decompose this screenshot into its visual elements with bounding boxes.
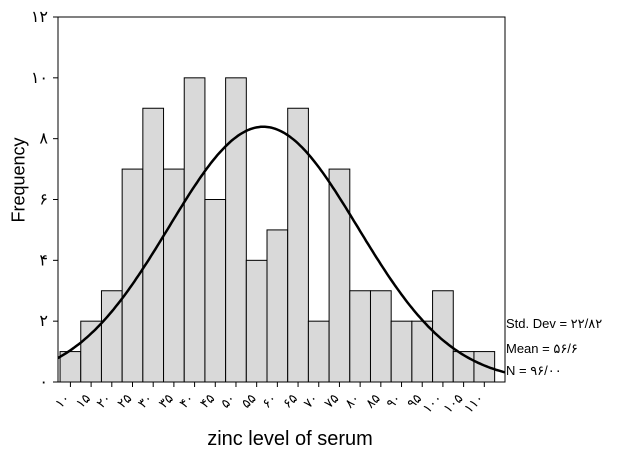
- histogram-bar: [225, 77, 247, 383]
- x-tick-label: ۲۰: [93, 391, 113, 411]
- y-axis-title: Frequency: [8, 137, 29, 223]
- histogram-bar: [163, 168, 185, 383]
- x-axis-title: zinc level of serum: [207, 428, 373, 450]
- histogram-bar: [204, 199, 227, 383]
- x-tick-label: ۹۰: [383, 391, 403, 411]
- histogram-bar: [390, 320, 413, 383]
- stats-mean: Mean = ۵۶/۶: [506, 341, 578, 356]
- y-tick-label: ۶: [39, 192, 48, 209]
- histogram-bar: [80, 320, 102, 383]
- y-tick-label: ۲: [39, 313, 48, 330]
- normal-curve: [57, 125, 506, 374]
- y-tick-label: ۸: [39, 131, 48, 148]
- y-tick-label: ۱۰: [31, 70, 48, 87]
- histogram-bar: [432, 290, 454, 383]
- histogram-bar: [411, 320, 434, 383]
- histogram-bar: [183, 77, 206, 383]
- histogram-bar: [328, 168, 351, 383]
- x-tick-label: ۲۵: [114, 391, 134, 411]
- x-tick-label: ۶۰: [259, 391, 279, 411]
- stats-n: N = ۹۶/۰۰: [506, 363, 562, 378]
- histogram-bar: [266, 229, 289, 383]
- x-tick-label: ۸۰: [342, 391, 362, 411]
- x-tick-label: ۶۵: [280, 391, 300, 411]
- stats-std-dev: Std. Dev = ۲۲/۸۲: [506, 316, 603, 331]
- x-tick-label: ۳۰: [135, 391, 155, 411]
- x-tick-label: ۵۰: [218, 391, 238, 411]
- x-tick-label: ۱۱۰: [461, 391, 486, 416]
- x-tick-label: ۴۰: [176, 391, 196, 411]
- y-axis-title-box: Frequency: [4, 120, 34, 240]
- x-tick-label: ۱۵: [73, 391, 93, 411]
- y-tick-label: ۰: [39, 374, 48, 391]
- histogram-bar: [142, 107, 165, 383]
- x-tick-label: ۴۵: [197, 391, 217, 411]
- x-tick-label: ۷۰: [300, 391, 320, 411]
- x-tick-label: ۷۵: [321, 391, 341, 411]
- histogram-bar: [349, 290, 371, 383]
- x-tick-label: ۵۵: [238, 391, 258, 411]
- histogram-bar: [307, 320, 330, 383]
- y-tick-label: ۴: [39, 252, 48, 269]
- y-tick-label: ۱۲: [31, 9, 48, 26]
- x-tick-label: ۸۵: [362, 391, 382, 411]
- x-tick-label: ۱۰: [52, 391, 72, 411]
- histogram-bar: [245, 259, 268, 383]
- histogram-bar: [369, 290, 392, 383]
- x-tick-label: ۳۵: [156, 391, 176, 411]
